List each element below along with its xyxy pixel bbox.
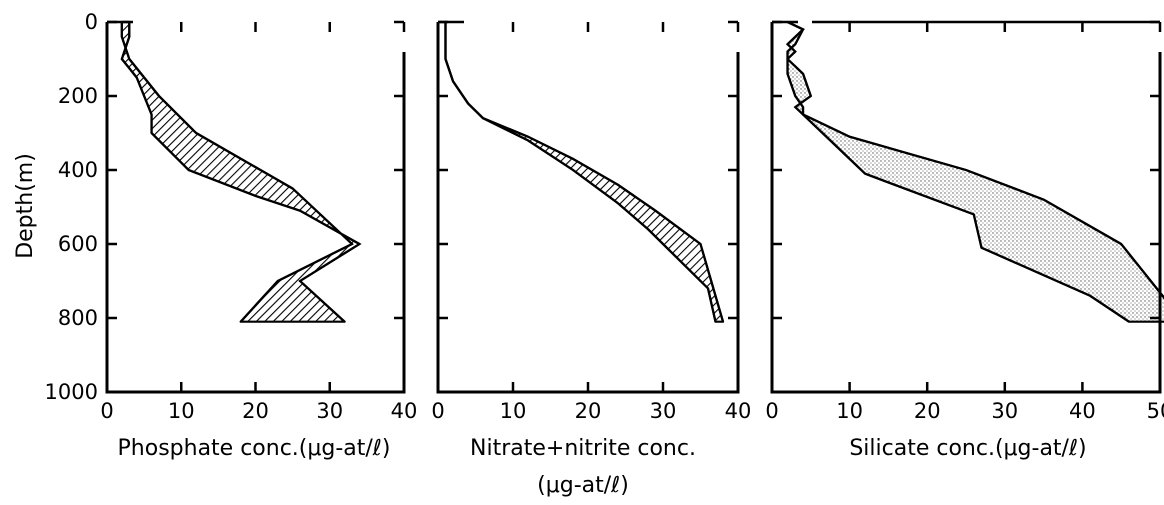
silicate-x-tick-label: 20	[914, 399, 941, 423]
depth-tick-label: 0	[85, 10, 98, 34]
phosphate-profile-line-1	[120, 20, 362, 323]
silicate-x-axis-label: Silicate conc.(μg-at/ℓ)	[849, 436, 1086, 461]
silicate-panel: 0 10 20 30 40 50	[765, 20, 1164, 423]
depth-tick-label: 800	[58, 306, 98, 330]
phosphate-profile-line-2	[120, 22, 354, 323]
silicate-x-tick-label: 0	[765, 399, 778, 423]
silicate-x-tick-label: 40	[1069, 399, 1096, 423]
nitrate-range-band	[444, 20, 725, 323]
nitrate-x-tick-label: 10	[500, 399, 527, 423]
nitrate-x-tick-label: 20	[575, 399, 602, 423]
depth-tick-label: 600	[58, 232, 98, 256]
silicate-x-tick-label: 30	[991, 399, 1018, 423]
nitrate-nitrite-panel: 0 10 20 30 40	[431, 20, 752, 423]
nitrate-x-axis-label: Nitrate+nitrite conc.	[470, 436, 696, 461]
nitrate-x-tick-label: 0	[431, 399, 444, 423]
silicate-x-tick-label: 50	[1147, 399, 1164, 423]
depth-tick-label: 200	[58, 84, 98, 108]
phosphate-x-tick-label: 40	[391, 399, 418, 423]
nitrate-frame	[436, 22, 740, 394]
silicate-frame	[770, 22, 1162, 394]
phosphate-range-band	[120, 20, 361, 323]
phosphate-x-tick-label: 0	[100, 399, 113, 423]
nitrate-profile-line-2	[444, 22, 717, 322]
silicate-profile-line-1	[786, 21, 1164, 300]
phosphate-frame	[105, 22, 406, 394]
phosphate-x-axis-label: Phosphate conc.(μg-at/ℓ)	[118, 436, 391, 461]
depth-tick-label: 400	[58, 158, 98, 182]
phosphate-x-tick-label: 30	[316, 399, 343, 423]
silicate-range-band	[786, 20, 1164, 323]
phosphate-x-tick-label: 10	[168, 399, 195, 423]
depth-tick-label: 1000	[45, 380, 98, 404]
phosphate-x-tick-label: 20	[242, 399, 269, 423]
y-axis-label: Depth(m)	[13, 153, 38, 259]
nitrate-x-axis-label-units: (μg-at/ℓ)	[537, 473, 629, 498]
silicate-x-tick-label: 10	[836, 399, 863, 423]
nitrate-x-tick-label: 30	[650, 399, 677, 423]
silicate-profile-line-2	[785, 21, 1130, 323]
nitrate-x-tick-label: 40	[725, 399, 752, 423]
